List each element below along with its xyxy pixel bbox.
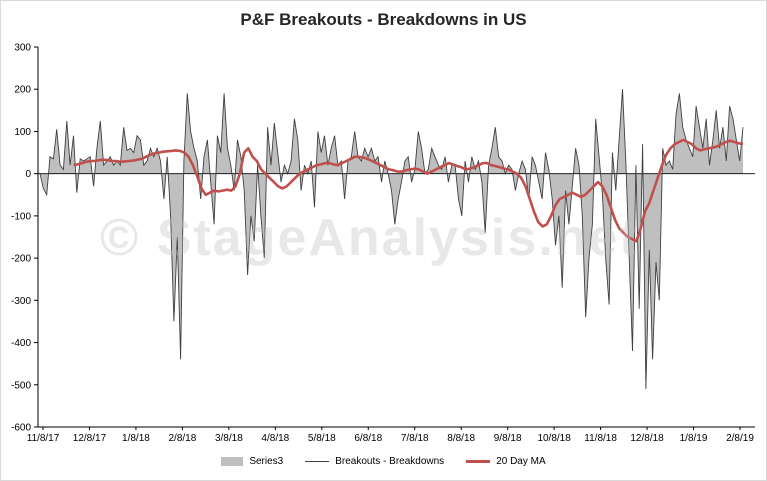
breakouts-breakdowns-line	[39, 89, 744, 390]
y-tick-label: -400	[11, 338, 31, 349]
x-tick-label: 6/8/18	[354, 433, 382, 444]
legend-label-ma: 20 Day MA	[496, 456, 546, 467]
y-tick-label: 100	[14, 127, 31, 138]
watermark-text: © StageAnalysis.net	[100, 209, 639, 267]
legend-label-breakouts: Breakouts - Breakdowns	[335, 456, 445, 467]
x-tick-label: 8/8/18	[447, 433, 475, 444]
chart-legend: Series3 Breakouts - Breakdowns 20 Day MA	[0, 456, 767, 467]
x-tick-label: 11/8/18	[584, 433, 617, 444]
legend-item-ma: 20 Day MA	[466, 456, 546, 467]
x-tick-label: 10/8/18	[537, 433, 571, 444]
y-tick-label: -100	[11, 211, 31, 222]
chart-title: P&F Breakouts - Breakdowns in US	[240, 10, 527, 29]
legend-item-breakouts: Breakouts - Breakdowns	[305, 456, 444, 467]
y-tick-label: -600	[11, 423, 31, 434]
ma-20-day-line	[73, 138, 744, 243]
y-tick-label: -300	[11, 296, 31, 307]
x-tick-label: 12/8/17	[73, 433, 107, 444]
x-tick-label: 2/8/19	[726, 433, 754, 444]
legend-swatch-area	[221, 457, 244, 466]
y-tick-label: -200	[11, 254, 31, 265]
legend-swatch-ma	[466, 460, 491, 463]
x-tick-label: 9/8/18	[494, 433, 522, 444]
x-tick-label: 2/8/18	[168, 433, 196, 444]
x-tick-label: 7/8/18	[401, 433, 429, 444]
x-tick-label: 3/8/18	[215, 433, 243, 444]
y-tick-label: 200	[14, 85, 31, 96]
x-tick-label: 4/8/18	[261, 433, 289, 444]
x-tick-label: 5/8/18	[308, 433, 336, 444]
y-tick-label: 300	[14, 43, 31, 54]
legend-swatch-line	[305, 461, 330, 462]
legend-label-series3: Series3	[249, 456, 284, 467]
x-tick-label: 12/8/18	[630, 433, 664, 444]
x-tick-label: 1/8/19	[680, 433, 708, 444]
legend-item-series3: Series3	[221, 456, 283, 467]
x-tick-label: 1/8/18	[122, 433, 150, 444]
y-tick-label: 0	[25, 169, 31, 180]
y-tick-label: -500	[11, 380, 31, 391]
x-tick-label: 11/8/17	[27, 433, 60, 444]
series3-area	[40, 89, 743, 389]
